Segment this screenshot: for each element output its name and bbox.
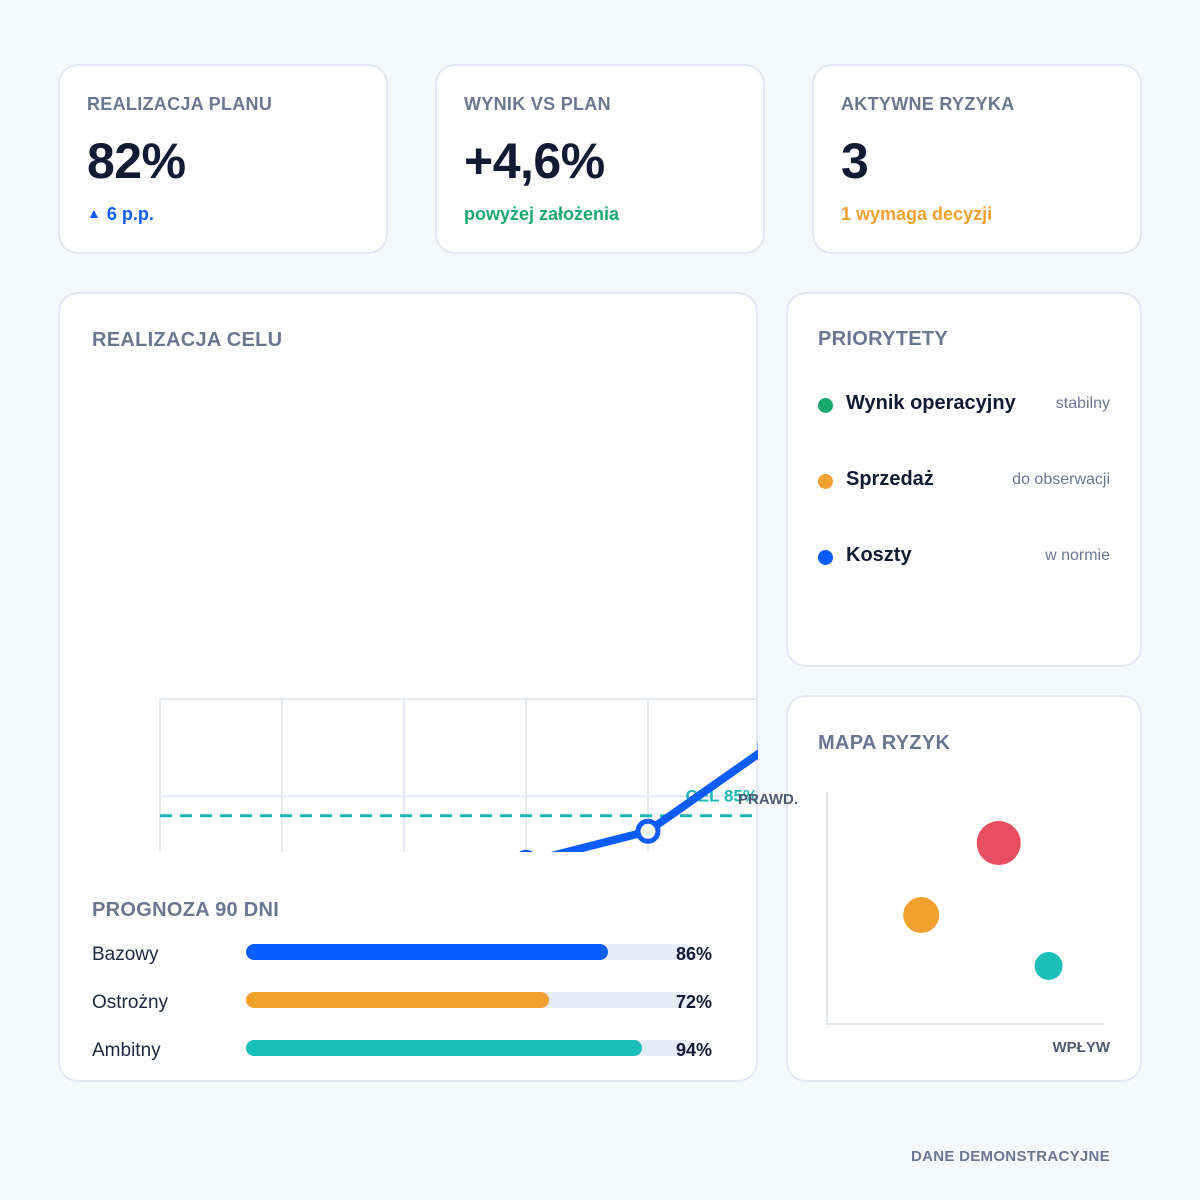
kpi-card-plan-realization: REALIZACJA PLANU 82% ▲ 6 p.p.	[58, 64, 388, 254]
kpi-subtext: 6 p.p.	[106, 204, 154, 224]
goal-line-chart: IIIIIIIVVVI CEL 85%	[159, 698, 758, 852]
forecast-bar-track	[246, 1040, 692, 1056]
kpi-value: +4,6%	[464, 133, 605, 189]
priority-status: stabilny	[1055, 395, 1110, 412]
forecast-row-label: Ambitny	[92, 1040, 161, 1061]
priority-name: Sprzedaż	[846, 468, 934, 490]
priority-status: w normie	[1045, 547, 1110, 564]
kpi-value: 3	[841, 133, 869, 189]
forecast-bar	[246, 1040, 643, 1056]
goal-series-line	[550, 749, 758, 852]
forecast-title: PROGNOZA 90 DNI	[92, 899, 280, 921]
forecast-value: 86%	[675, 944, 712, 964]
risk-bubble	[976, 821, 1021, 866]
risk-bubble	[1034, 952, 1063, 980]
priority-name: Koszty	[846, 544, 912, 566]
kpi-card-result-vs-plan: WYNIK VS PLAN +4,6% powyżej założenia	[435, 64, 765, 254]
goal-chart-title: REALIZACJA CELU	[92, 329, 283, 351]
forecast-row-label: Ostrożny	[92, 992, 169, 1013]
priority-status: do obserwacji	[1012, 471, 1110, 488]
status-dot-icon	[818, 550, 833, 565]
priority-item: Sprzedaż do obserwacji	[816, 468, 1110, 498]
forecast-row-label: Bazowy	[92, 944, 159, 965]
triangle-up-icon: ▲	[87, 205, 101, 221]
forecast-bar	[246, 992, 550, 1008]
kpi-label: WYNIK VS PLAN	[464, 94, 611, 114]
risk-map-title: MAPA RYZYK	[818, 732, 951, 754]
status-dot-icon	[818, 474, 833, 489]
x-axis-label: WPŁYW	[1053, 1039, 1111, 1056]
priorities-card: PRIORYTETY Wynik operacyjny stabilny Spr…	[786, 292, 1142, 667]
risk-scatter-chart: PRAWD. WPŁYW	[738, 791, 1111, 1056]
priority-name: Wynik operacyjny	[846, 392, 1016, 414]
forecast-bar	[246, 944, 609, 960]
y-axis-label: PRAWD.	[738, 791, 798, 808]
kpi-label: AKTYWNE RYZYKA	[841, 94, 1015, 114]
data-point	[635, 818, 661, 844]
kpi-subtext: powyżej założenia	[464, 204, 620, 224]
goal-card: REALIZACJA CELU IIIIIIIVVVI CEL 85% PROG…	[58, 292, 758, 1082]
kpi-subtext: 1 wymaga decyzji	[841, 204, 993, 224]
kpi-card-active-risks: AKTYWNE RYZYKA 3 1 wymaga decyzji	[812, 64, 1142, 254]
kpi-trend: ▲ 6 p.p.	[87, 204, 154, 225]
kpi-label: REALIZACJA PLANU	[87, 94, 273, 114]
forecast-value: 72%	[675, 992, 712, 1012]
priorities-title: PRIORYTETY	[818, 328, 949, 350]
kpi-value: 82%	[87, 133, 186, 189]
forecast-row-cautious: Ostrożny 72%	[92, 990, 712, 1020]
priority-item: Koszty w normie	[816, 544, 1110, 574]
forecast-bar-track	[246, 944, 692, 960]
risk-bubble	[903, 896, 940, 933]
priority-item: Wynik operacyjny stabilny	[816, 392, 1110, 422]
forecast-bar-track	[246, 992, 692, 1008]
forecast-value: 94%	[675, 1040, 712, 1060]
risk-map-card: MAPA RYZYK	[786, 695, 1142, 1082]
status-dot-icon	[818, 398, 833, 413]
footer-note: DANE DEMONSTRACYJNE	[910, 1148, 1110, 1165]
forecast-row-ambitious: Ambitny 94%	[92, 1038, 712, 1068]
forecast-row-base: Bazowy 86%	[92, 942, 712, 972]
